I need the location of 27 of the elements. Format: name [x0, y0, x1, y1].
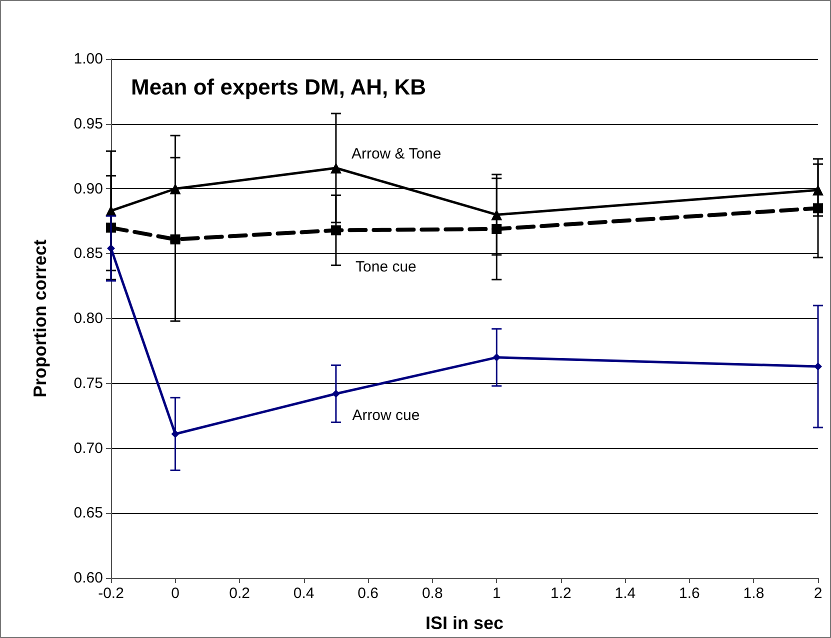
y-tick-label: 1.00 — [74, 50, 103, 68]
y-tick-label: 0.75 — [74, 374, 103, 392]
y-tick-label: 0.85 — [74, 245, 103, 262]
x-tick-label: -0.2 — [98, 585, 124, 602]
y-tick-label: 0.80 — [74, 310, 103, 327]
y-tick-label: 0.65 — [74, 504, 103, 522]
y-tick-label: 0.60 — [74, 570, 103, 586]
y-tick-label: 0.90 — [74, 180, 103, 198]
x-tick-label: 0.6 — [358, 585, 379, 602]
x-tick-label: 1 — [492, 585, 501, 602]
series-label: Arrow & Tone — [351, 145, 442, 162]
series-label: Arrow cue — [352, 406, 420, 424]
x-tick-label: 0 — [171, 585, 180, 602]
text: Mean of experts DM, AH, KB — [131, 74, 426, 100]
y-tick-label: 0.95 — [74, 115, 103, 132]
x-tick-label: 0.4 — [293, 585, 314, 602]
x-tick-label: 2 — [814, 585, 822, 602]
x-tick-label: 1.4 — [614, 585, 636, 602]
x-tick-label: 1.8 — [743, 585, 764, 602]
series-label: Tone cue — [356, 258, 416, 276]
y-axis-title: Proportion correct — [30, 239, 50, 398]
y-tick-label: 0.70 — [74, 440, 103, 457]
x-tick-label: 1.2 — [550, 585, 572, 602]
x-axis-title: ISI in sec — [425, 613, 504, 633]
x-tick-label: 1.6 — [679, 585, 700, 602]
x-tick-label: 0.8 — [422, 585, 443, 602]
x-tick-label: 0.2 — [229, 585, 250, 602]
